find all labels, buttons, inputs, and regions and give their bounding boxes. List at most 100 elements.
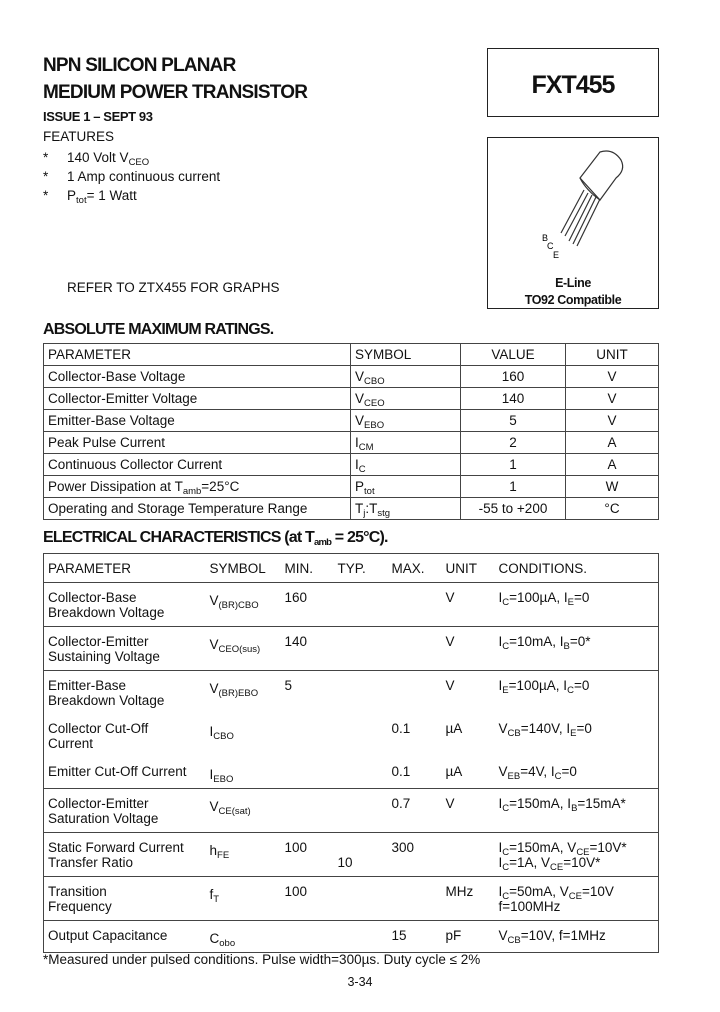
refer-note: REFER TO ZTX455 FOR GRAPHS — [67, 280, 280, 295]
feature-text: 140 Volt VCEO — [67, 150, 149, 167]
cell: V — [441, 582, 495, 627]
cell-line: Emitter-Base — [48, 678, 127, 693]
cell: VEB=4V, IC=0 — [494, 757, 659, 789]
cell: V(BR)CBO — [205, 582, 281, 627]
subscript: (BR)EBO — [218, 688, 259, 699]
cell: 1 — [460, 475, 566, 498]
subscript: j — [363, 508, 366, 519]
text-run: = 25°C). — [331, 529, 389, 546]
text-run: V — [355, 369, 365, 384]
feature-text: Ptot= 1 Watt — [67, 188, 137, 206]
title: NPN SILICON PLANAR MEDIUM POWER TRANSIST… — [43, 52, 308, 106]
text-run: C — [209, 931, 220, 946]
feature-item: * Ptot= 1 Watt — [43, 186, 220, 205]
cell-line: IEBO — [209, 767, 277, 785]
cell-line: Transition — [48, 884, 107, 899]
cell — [334, 714, 388, 757]
subscript: FE — [217, 850, 230, 861]
cell-line: IC=150mA, VCE=10V* — [499, 840, 655, 857]
text-run: V — [355, 391, 365, 406]
cell: W — [565, 475, 659, 498]
cell-line: Collector-Emitter — [48, 634, 149, 649]
text-run: ELECTRICAL CHARACTERISTICS (at T — [43, 529, 315, 546]
cell: V — [565, 365, 659, 388]
row: Collector-Emitter Saturation Voltage VCE(s… — [43, 788, 659, 833]
subscript: EBO — [364, 420, 385, 431]
cell: µA — [441, 757, 495, 789]
cell — [333, 876, 388, 921]
subscript: B — [563, 641, 570, 652]
text-run: I — [498, 884, 503, 899]
cell: ICBO — [206, 714, 281, 757]
issue: ISSUE 1 – SEPT 93 — [43, 109, 153, 124]
footnote: *Measured under pulsed conditions. Pulse… — [43, 952, 481, 967]
cell: V — [441, 670, 495, 714]
text-run: I — [209, 767, 214, 782]
cell: IC=10mA, IB=0* — [494, 626, 659, 671]
cell-line: Output Capacitance — [48, 928, 168, 943]
text-run: =1A, V — [509, 855, 551, 870]
cell — [333, 920, 388, 953]
text-run: =4V, I — [520, 764, 555, 779]
header-cell: PARAMETER — [43, 553, 206, 583]
header-row: PARAMETER SYMBOL MIN. TYP. MAX. UNIT CONDITION… — [43, 553, 659, 583]
cell: 140 — [280, 626, 334, 671]
cell: Collector-Base Voltage — [43, 365, 351, 388]
cell-line: Transfer Ratio — [48, 855, 134, 870]
cell: VCEO(sus) — [205, 626, 281, 671]
cell-line: 0.7 — [391, 796, 411, 811]
subscript: amb — [182, 486, 202, 497]
subscript: obo — [219, 938, 236, 949]
cell-line: fT — [210, 887, 277, 904]
cell-line: Saturation Voltage — [48, 811, 159, 826]
text-run: =0* — [569, 634, 591, 649]
cell: Operating and Storage Temperature Range — [43, 497, 351, 520]
header-cell: MAX. — [387, 553, 442, 583]
cell — [281, 714, 334, 757]
text-run: I — [498, 634, 503, 649]
subscript: C — [567, 685, 574, 696]
cell-line: Collector-Emitter — [48, 796, 149, 811]
cell-line: IC=50mA, VCE=10V — [498, 884, 655, 901]
row: Collector Cut-Off Current ICBO 0.1 µA VCB=140… — [43, 714, 659, 757]
subscript: tot — [76, 195, 87, 206]
subscript: CE(sat) — [218, 806, 251, 817]
cell: 0.7 — [387, 788, 442, 833]
text-run: V — [498, 928, 508, 943]
package-box: B C E E-Line TO92 Compatible — [487, 137, 659, 309]
subscript: EBO — [213, 774, 234, 785]
text-run: I — [355, 435, 359, 450]
subscript: amb — [314, 537, 332, 548]
text-run: I — [498, 796, 503, 811]
cell-line: 300 — [391, 840, 415, 855]
cell-line: 100 — [284, 840, 308, 855]
row: Continuous Collector Current IC 1 A — [43, 453, 659, 476]
cell-line: V(BR)EBO — [209, 681, 277, 699]
subscript: C — [554, 771, 562, 782]
bullet: * — [43, 169, 49, 184]
text-run: V — [209, 681, 219, 696]
subscript: E — [570, 728, 577, 739]
cell-line: Cobo — [209, 931, 277, 949]
subscript: C — [502, 862, 510, 873]
text-run: =150mA, I — [509, 796, 572, 811]
row: Emitter-Base Breakdown Voltage V(BR)EBO 5 V I… — [43, 670, 659, 714]
cell: 160 — [280, 582, 334, 627]
subscript: C — [358, 464, 366, 475]
cell: °C — [565, 497, 659, 520]
cell-line: 160 — [284, 590, 308, 605]
cell — [333, 788, 388, 833]
cell-line: hFE — [210, 843, 277, 861]
cell: Cobo — [205, 920, 281, 953]
cell-line: 140 — [284, 634, 308, 649]
cell: hFE — [205, 832, 281, 877]
cell: MHz — [441, 876, 495, 921]
cell-line: Emitter Cut-Off Current — [48, 764, 187, 779]
subscript: tot — [364, 486, 375, 497]
text-run: I — [498, 678, 503, 693]
cell-line: IC=100µA, IE=0 — [499, 590, 655, 607]
text-run: I — [209, 724, 214, 739]
cell: Static Forward Current Transfer Ratio — [43, 832, 206, 877]
text-run: =10mA, I — [509, 634, 564, 649]
feature-item: * 140 Volt VCEO — [43, 148, 220, 167]
